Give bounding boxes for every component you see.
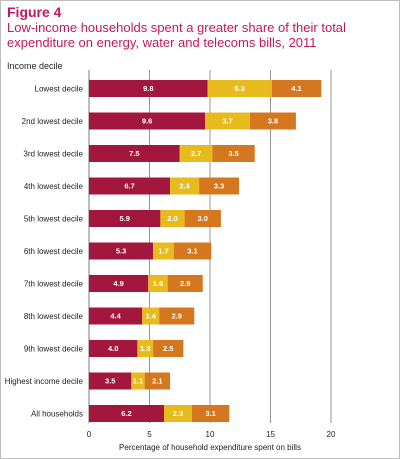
bar-segment-2 (131, 372, 145, 390)
bar-segment-2 (170, 177, 200, 195)
bar-segment-1 (89, 372, 132, 390)
category-label: 9th lowest decile (24, 345, 84, 354)
x-axis-title: Percentage of household expenditure spen… (119, 443, 301, 452)
x-tick-label: 20 (327, 430, 336, 439)
data-label: 2.9 (172, 312, 182, 321)
data-label: 2.1 (152, 377, 162, 386)
data-label: 5.3 (116, 247, 126, 256)
bar-segment-1 (89, 242, 154, 260)
category-labels: Lowest decile 2nd lowest decile 3rd lowest… (5, 85, 84, 419)
x-tick-label: 10 (206, 430, 215, 439)
figure-label: Figure 4 (7, 4, 62, 20)
data-label: 4.9 (113, 279, 123, 288)
bar-segment-3 (167, 275, 203, 292)
data-label: 4.0 (108, 344, 118, 353)
data-label: 3.8 (268, 117, 278, 126)
data-label: 3.5 (105, 377, 115, 386)
data-label: 1.1 (133, 377, 143, 386)
bar-segment-1 (89, 80, 208, 97)
bar-segment-3 (212, 145, 255, 162)
bar-segment-2 (179, 145, 213, 162)
bar-segment-3 (173, 242, 212, 260)
data-label: 5.9 (119, 214, 129, 223)
data-label: 4.1 (291, 84, 301, 93)
bar-segment-2 (148, 275, 168, 292)
data-label: 6.2 (121, 409, 131, 418)
data-label: 3.1 (187, 247, 197, 256)
bar-segment-3 (144, 372, 171, 390)
bar-series-group: 9.8 5.3 4.1 9.6 3.7 3.8 7.5 2.7 3.5 6.7 2.4 3.3 5.9 2… (89, 80, 322, 422)
bar-segment-2 (160, 210, 185, 227)
data-label: 7.5 (129, 149, 139, 158)
category-label: All households (31, 410, 83, 419)
bar-segment-2 (205, 112, 250, 130)
bar-segment-1 (89, 275, 149, 292)
data-label: 9.6 (142, 117, 152, 126)
bar-segment-1 (89, 112, 206, 130)
data-label: 5.3 (234, 84, 244, 93)
bar-segment-3 (153, 340, 184, 357)
y-axis-title: Income decile (7, 61, 63, 71)
data-label: 2.9 (180, 279, 190, 288)
x-tick-labels: 0 5 10 15 20 (87, 430, 336, 439)
x-tick-label: 5 (147, 430, 152, 439)
bar-segment-2 (164, 405, 192, 422)
bar-segment-1 (89, 210, 161, 227)
data-label: 3.1 (205, 409, 215, 418)
data-label: 3.0 (198, 214, 208, 223)
bar-segment-3 (191, 405, 230, 422)
bar-segment-3 (249, 112, 296, 130)
bar-segment-1 (89, 405, 165, 422)
x-tick-label: 15 (266, 430, 275, 439)
data-label: 1.7 (158, 247, 168, 256)
bar-segment-2 (142, 307, 160, 325)
bar-segment-2 (137, 340, 154, 357)
data-label: 2.3 (173, 409, 183, 418)
bar-segment-2 (207, 80, 272, 97)
data-label: 6.7 (124, 182, 134, 191)
category-label: 7th lowest decile (24, 280, 84, 289)
data-label: 9.8 (143, 84, 153, 93)
data-label: 1.3 (140, 344, 150, 353)
bar-segment-3 (199, 177, 240, 195)
x-tick-label: 0 (87, 430, 92, 439)
bar-segment-3 (159, 307, 195, 325)
bar-segment-1 (89, 307, 143, 325)
bar-segment-1 (89, 177, 171, 195)
category-label: Highest income decile (5, 377, 84, 386)
bar-segment-1 (89, 145, 180, 162)
category-label: 6th lowest decile (24, 247, 84, 256)
category-label: 3rd lowest decile (23, 150, 83, 159)
data-label: 2.5 (163, 344, 173, 353)
bar-segment-3 (184, 210, 221, 227)
category-label: 5th lowest decile (24, 215, 84, 224)
bar-segment-1 (89, 340, 138, 357)
data-label: 2.7 (191, 149, 201, 158)
category-label: 8th lowest decile (24, 312, 84, 321)
data-label: 2.0 (167, 214, 177, 223)
bar-segment-2 (153, 242, 174, 260)
data-label: 3.3 (214, 182, 224, 191)
data-label: 3.7 (222, 117, 232, 126)
bar-segment-3 (271, 80, 322, 97)
category-label: Lowest decile (35, 85, 84, 94)
data-label: 3.5 (228, 149, 238, 158)
data-label: 4.4 (110, 312, 121, 321)
data-label: 1.4 (145, 312, 156, 321)
data-label: 2.4 (179, 182, 190, 191)
category-label: 2nd lowest decile (22, 117, 84, 126)
chart-title: Low-income households spent a greater sh… (7, 20, 346, 50)
data-label: 1.6 (153, 279, 163, 288)
category-label: 4th lowest decile (24, 182, 84, 191)
